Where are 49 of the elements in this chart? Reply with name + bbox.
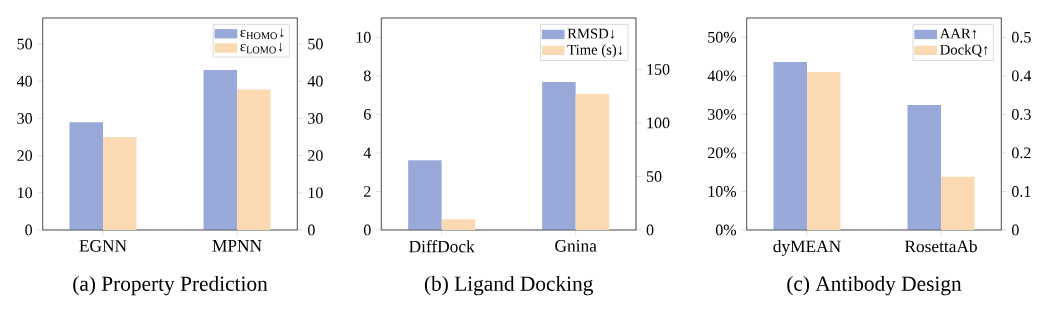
y-tick-label: 30%: [708, 108, 737, 120]
legend-label: Time (s)↓: [567, 44, 623, 58]
y2-tick-label: 40: [307, 75, 323, 87]
y2-tick-label: 0.3: [1011, 108, 1031, 120]
y2-tick-label: 0: [1011, 224, 1019, 236]
y-tick-label: 10%: [708, 186, 737, 197]
y-tick-label: 8: [363, 70, 371, 82]
y2-tick-label: 0.2: [1011, 147, 1031, 159]
y-tick-label: 4: [363, 147, 372, 159]
y2-tick-label: 0.1: [1011, 186, 1031, 197]
y-tick-label: 6: [363, 108, 371, 120]
x-tick-label: EGNN: [79, 240, 127, 252]
y2-tick-label: 0: [307, 224, 315, 236]
legend-label: RMSD↓: [567, 28, 615, 39]
text: (a) Property Prediction: [73, 275, 268, 296]
y-tick-label: 10: [18, 187, 33, 199]
y-tick-label: 10: [356, 31, 371, 43]
legend-label: DockQ↑: [940, 44, 988, 57]
y2-tick-label: 50: [308, 38, 323, 50]
y2-tick-label: 150: [647, 63, 670, 75]
y-tick-label: 50: [17, 38, 33, 50]
y-tick-label: 50%: [708, 31, 737, 43]
legend-label: ε$_{LOMO}$↓: [240, 42, 283, 54]
y-tick-label: 0: [363, 224, 371, 236]
y2-tick-label: 0.4: [1011, 70, 1032, 82]
y-tick-label: 30: [17, 113, 33, 124]
y-tick-label: 40: [16, 75, 33, 87]
y-tick-label: 20%: [708, 147, 737, 159]
x-tick-label: Gnina: [555, 240, 597, 252]
y2-tick-label: 10: [308, 187, 323, 199]
y2-tick-label: 0: [646, 224, 654, 236]
y2-tick-label: 50: [646, 171, 662, 182]
x-tick-label: dyMEAN: [773, 240, 841, 256]
text: (c) Antibody Design: [787, 275, 962, 296]
y2-tick-label: 20: [308, 150, 323, 161]
legend-label: ε$_{HOMO}$↓: [240, 28, 284, 40]
y2-tick-label: 30: [308, 113, 323, 124]
x-tick-label: MPNN: [212, 240, 262, 252]
y2-tick-label: 100: [647, 117, 670, 129]
x-tick-label: DiffDock: [409, 240, 475, 253]
y-tick-label: 40%: [707, 70, 737, 82]
y-tick-label: 2: [364, 186, 371, 197]
x-tick-label: RosettaAb: [904, 240, 977, 253]
y-tick-label: 0%: [715, 224, 737, 236]
y2-tick-label: 0.5: [1011, 31, 1031, 43]
y-tick-label: 20: [17, 150, 33, 161]
y-tick-label: 0: [25, 224, 33, 236]
text: (b) Ligand Docking: [424, 275, 593, 296]
legend-label: AAR↑: [939, 28, 977, 39]
